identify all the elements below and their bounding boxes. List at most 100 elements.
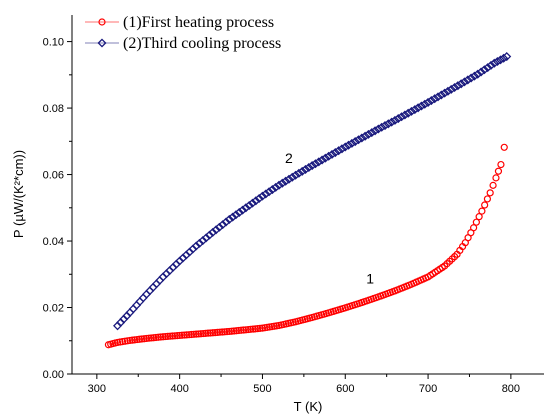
diamond-point [201,233,211,243]
circle-point [244,325,252,334]
x-ticks: 300 400 500 600 700 800 [88,374,520,395]
diamond-point [350,137,360,147]
circle-point [142,334,151,343]
circle-point [242,326,250,334]
annotations: 21 [285,150,374,287]
diamond-point [469,71,479,81]
diamond-point [426,96,436,106]
series-1 [104,143,508,349]
circle-point [185,331,193,339]
circle-point [173,332,181,340]
circle-point [218,328,226,336]
y-tick-label: 0.00 [43,369,64,381]
circle-point [213,328,222,337]
circle-point [135,335,144,343]
diamond-point [413,103,423,113]
circle-point [211,328,219,337]
diamond-point [334,146,344,156]
y-axis-title: P (µW/(K²*cm)) [11,150,26,238]
diamond-point [195,238,205,248]
circle-point [478,207,486,215]
diamond-point [324,151,334,161]
diamond-point [423,97,433,107]
diamond-point [367,128,377,138]
diamond-point [198,236,208,246]
circle-point [256,324,264,332]
diamond-point [340,142,350,152]
circle-point [206,329,215,337]
diamond-point [450,83,460,93]
diamond-point [248,198,258,208]
diamond-point [241,203,251,213]
diamond-point [320,153,330,163]
circle-point [223,328,231,336]
x-tick-label: 800 [502,383,520,395]
circle-point [187,330,196,339]
legend-item: (2)Third cooling process [85,35,281,52]
circle-point [230,327,238,335]
diamond-point [277,178,287,188]
diamond-point [347,138,357,148]
diamond-point [300,164,311,174]
plot-area [72,15,544,374]
circle-point [192,330,200,338]
circle-point [204,329,212,337]
diamond-point [267,185,277,195]
circle-point [251,325,259,333]
diamond-point [284,174,294,184]
diamond-point [406,106,417,116]
diamond-point [463,75,473,85]
circle-point [237,326,245,334]
diamond-point [304,162,314,173]
diamond-point [294,168,304,178]
series-2 [113,52,512,331]
circle-point [199,329,207,338]
diamond-point [317,155,327,165]
circle-point [183,331,191,339]
circle-point [481,201,489,209]
circle-point [131,336,139,344]
diamond-point [261,189,271,199]
legend-marker [98,18,106,26]
diamond-point [486,60,496,70]
circle-point [140,335,148,343]
diamond-point [416,101,426,111]
diamond-point [453,81,463,91]
circle-point [128,336,136,344]
diamond-point [314,157,324,167]
diamond-point [254,193,264,204]
diamond-point [264,187,274,197]
y-tick-label: 0.06 [43,170,64,182]
circle-point [249,325,257,333]
diamond-point [456,79,466,89]
diamond-point [387,117,397,127]
circle-point [190,330,198,338]
y-tick-label: 0.08 [43,103,64,115]
diamond-point [446,84,456,94]
x-tick-label: 700 [419,383,437,395]
diamond-point [393,114,403,124]
diamond-point [214,222,224,232]
circle-point [470,224,478,232]
diamond-point [191,241,201,251]
diamond-point [390,115,400,125]
diamond-point [234,207,244,217]
diamond-point [244,200,254,210]
circle-point [489,181,497,189]
x-tick-label: 500 [253,383,271,395]
circle-point [159,333,167,341]
circle-point [154,333,162,341]
diamond-point [373,124,383,134]
curve-label-2: 2 [285,150,293,166]
diamond-point [271,182,281,192]
circle-point [171,332,179,340]
circle-point [178,331,186,339]
circle-point [500,143,508,151]
circle-point [483,195,492,203]
diamond-point [291,170,301,180]
diamond-point [492,57,502,67]
diamond-point [433,92,443,102]
curve-label-1: 1 [366,271,374,287]
diamond-point [307,161,317,171]
circle-point [176,331,184,340]
